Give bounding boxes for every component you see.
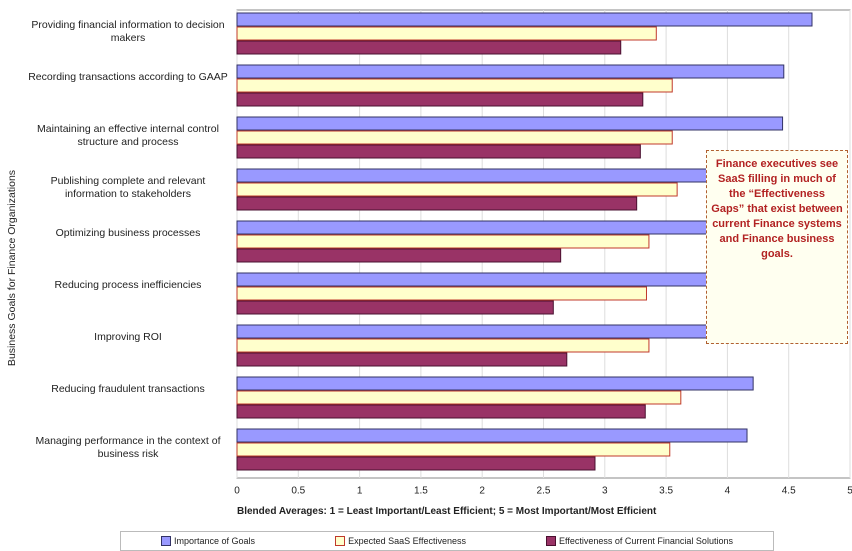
bar [236,442,671,457]
bar [236,144,641,159]
bar [236,272,753,287]
bar [236,338,650,353]
x-tick-label: 4 [725,486,731,497]
bar [236,234,650,249]
bar [236,300,554,315]
bar [236,220,765,235]
x-tick-label: 2.5 [537,486,551,497]
bar [236,390,682,405]
legend-label: Effectiveness of Current Financial Solut… [559,535,733,546]
bar [236,182,678,197]
x-tick-label: 0 [234,486,240,497]
x-tick-label: 1 [357,486,363,497]
bar [236,456,596,471]
bar [236,64,785,79]
bar [236,404,646,419]
y-tick-label: Improving ROI [94,331,162,343]
y-tick-label: Managing performance in the context of b… [35,435,221,460]
legend-swatch [335,536,346,547]
bar [236,12,813,27]
x-tick-label: 5 [847,486,852,497]
y-tick-label: Publishing complete and relevant informa… [50,175,206,200]
x-axis-title: Blended Averages: 1 = Least Important/Le… [237,506,657,517]
x-tick-label: 1.5 [414,486,428,497]
bar [236,168,777,183]
y-tick-label: Reducing fraudulent transactions [51,383,205,395]
bar [236,26,657,41]
legend-item: Expected SaaS Effectiveness [335,536,466,547]
legend-swatch [546,536,557,547]
y-axis-title: Business Goals for Finance Organizations [6,169,18,367]
bar [236,40,622,55]
legend-swatch [161,536,172,547]
legend-item: Importance of Goals [161,536,255,547]
bar [236,286,647,301]
legend-label: Expected SaaS Effectiveness [348,535,466,546]
bar [236,116,784,131]
bar [236,92,644,107]
bar [236,376,754,391]
x-tick-label: 4.5 [782,486,796,497]
legend: Importance of Goals Expected SaaS Effecti… [120,531,774,551]
x-tick-label: 2 [479,486,485,497]
bar [236,78,673,93]
legend-label: Importance of Goals [174,535,256,546]
annotation: Finance executives see SaaS filling in m… [706,150,848,344]
y-tick-label: Providing financial information to decis… [31,19,225,44]
bar [236,196,638,211]
y-tick-label: Maintaining an effective internal contro… [37,123,219,148]
bar [236,248,562,263]
bar [236,352,568,367]
x-tick-label: 3.5 [659,486,673,497]
x-tick-label: 3 [602,486,608,497]
y-tick-label: Optimizing business processes [55,227,201,239]
y-tick-label: Reducing process inefficiencies [54,279,202,291]
bar [236,130,673,145]
x-tick-label: 0.5 [291,486,305,497]
bar [236,428,748,443]
legend-item: Effectiveness of Current Financial Solut… [546,536,733,547]
bar [236,324,765,339]
y-tick-label: Recording transactions according to GAAP [28,71,228,83]
